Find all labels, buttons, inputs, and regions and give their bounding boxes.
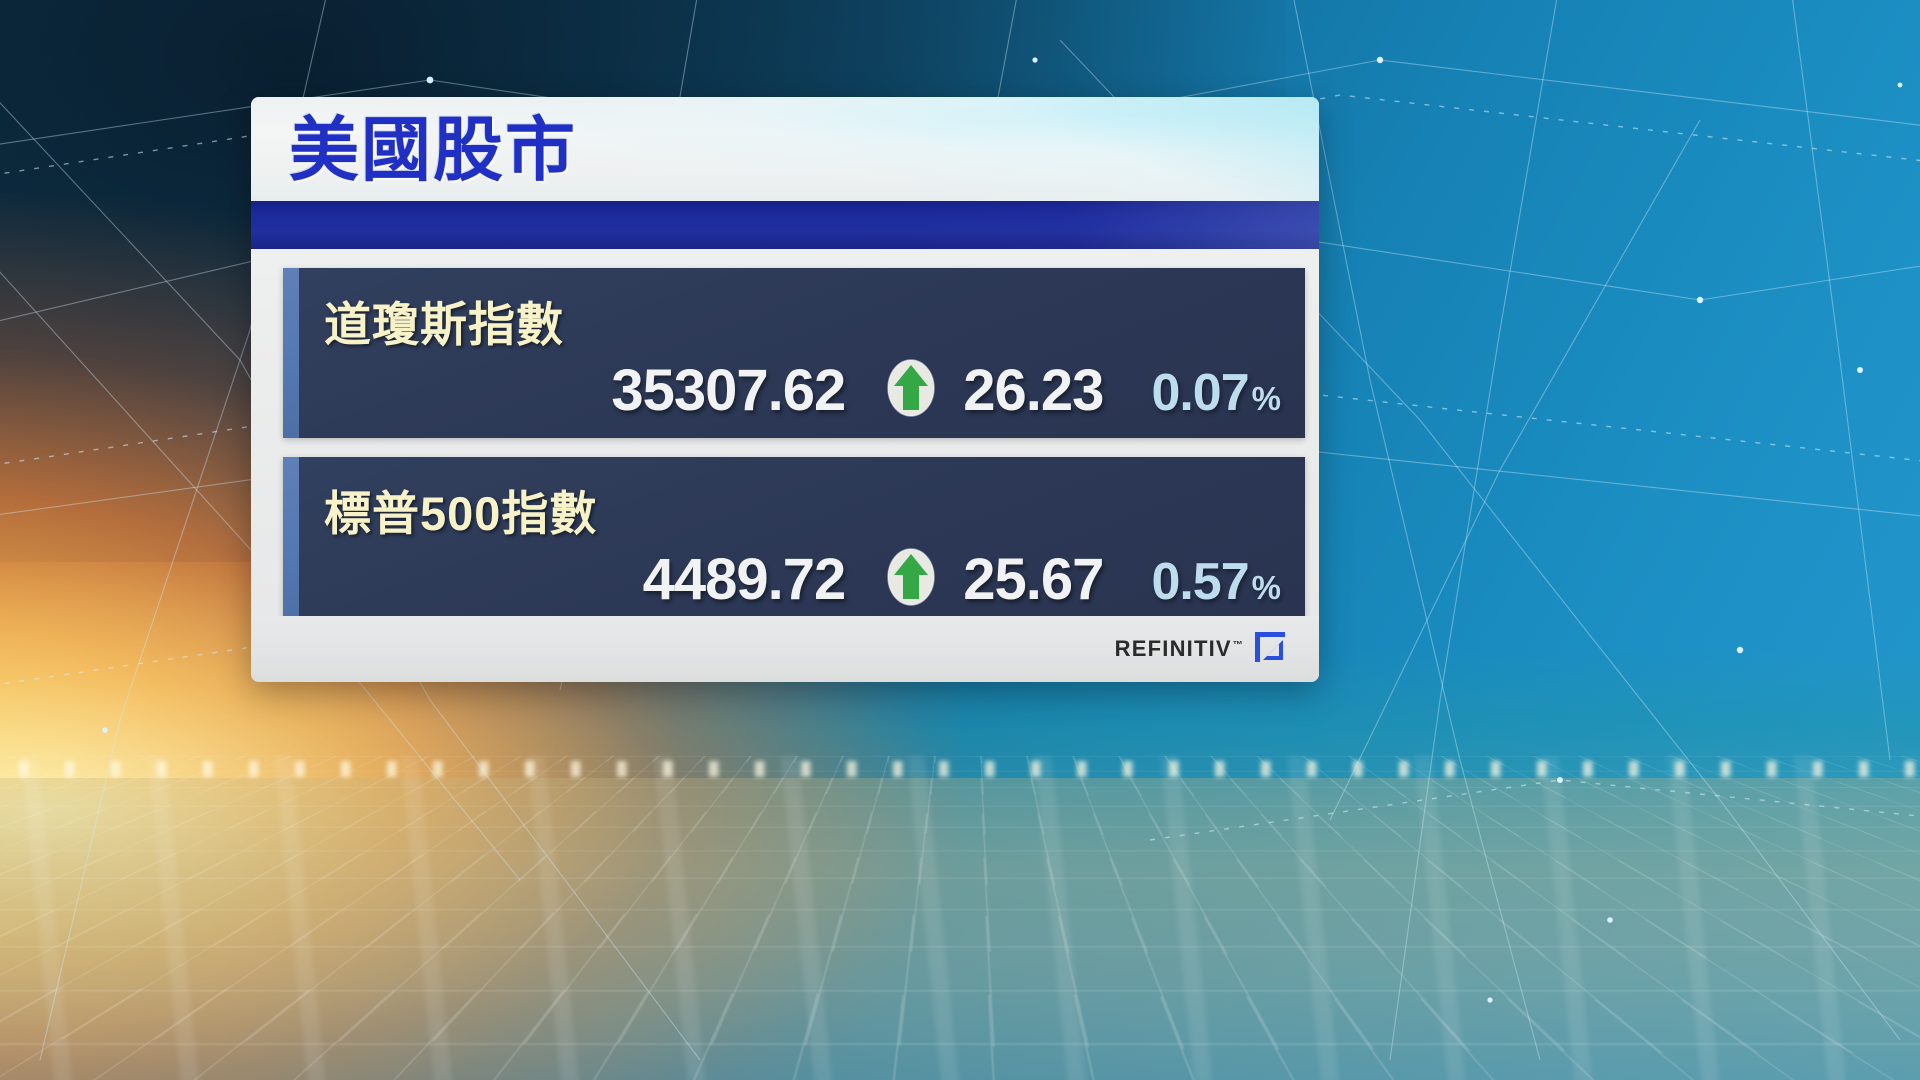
index-name: 道瓊斯指數 [324, 298, 564, 351]
background-floor [0, 777, 1920, 1080]
market-summary-panel: 美國股市 道瓊斯指數 35307.62 26.23 0.07 % [251, 97, 1319, 682]
row-accent-bar [283, 268, 299, 438]
index-price: 35307.62 [611, 358, 846, 423]
panel-header: 美國股市 [251, 97, 1319, 201]
index-name: 標普500指數 [324, 487, 598, 540]
index-percent: 0.57 [1151, 553, 1249, 611]
index-percent: 0.07 [1151, 364, 1249, 422]
background-horizon-lights [0, 761, 1920, 778]
index-values: 35307.62 26.23 0.07 % [611, 349, 1281, 424]
refinitiv-arrow-logo [1253, 630, 1287, 669]
index-change: 26.23 [963, 358, 1104, 423]
refinitiv-branding: REFINITIV™ [1115, 630, 1287, 669]
index-percent-group: 0.57 % [1151, 552, 1281, 612]
trademark-symbol: ™ [1232, 639, 1244, 651]
arrow-up-icon [885, 546, 937, 608]
brand-name: REFINITIV™ [1114, 636, 1244, 661]
background-wave-streaks [0, 756, 1920, 1080]
index-change: 25.67 [963, 547, 1104, 612]
panel-header-glow [656, 97, 1319, 201]
index-values: 4489.72 25.67 0.57 % [643, 538, 1281, 613]
index-price: 4489.72 [642, 547, 847, 612]
row-accent-bar [283, 457, 299, 627]
index-row-sp500[interactable]: 標普500指數 4489.72 25.67 0.57 % [283, 457, 1305, 627]
panel-footer: REFINITIV™ [251, 616, 1319, 682]
page-title: 美國股市 [289, 111, 577, 189]
index-percent-group: 0.07 % [1151, 363, 1281, 423]
index-row-dow[interactable]: 道瓊斯指數 35307.62 26.23 0.07 % [283, 268, 1305, 438]
header-accent-bar [251, 201, 1319, 249]
percent-sign: % [1251, 380, 1281, 417]
percent-sign: % [1251, 569, 1281, 606]
arrow-up-icon [885, 357, 937, 419]
index-list: 道瓊斯指數 35307.62 26.23 0.07 % [251, 249, 1319, 627]
